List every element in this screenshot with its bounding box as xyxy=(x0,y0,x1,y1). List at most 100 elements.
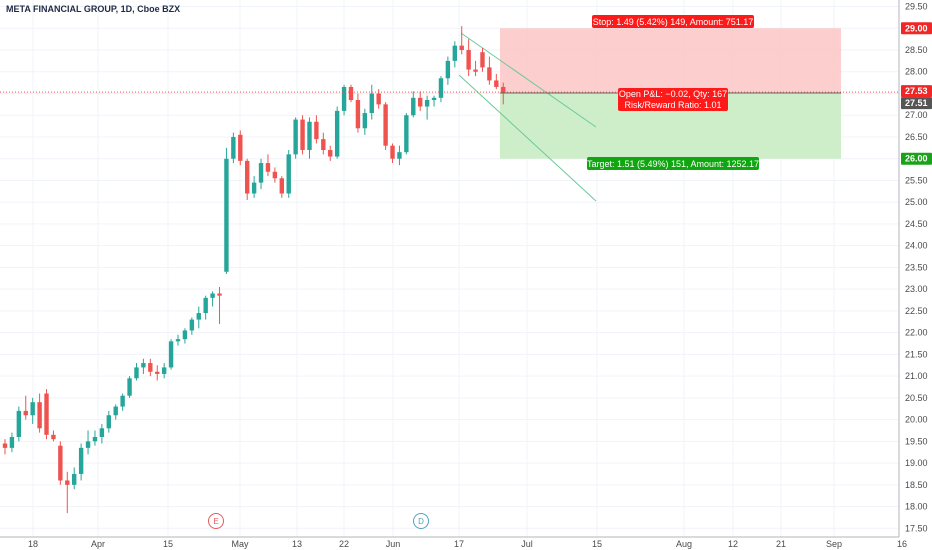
candle xyxy=(307,117,312,159)
time-tick-label[interactable]: 15 xyxy=(592,539,602,549)
time-tick-label[interactable]: Apr xyxy=(91,539,105,549)
candle-body xyxy=(23,410,28,416)
candle-body xyxy=(348,86,354,101)
candle xyxy=(231,132,236,164)
stop-label[interactable]: Stop: 1.49 (5.42%) 149, Amount: 751.17 xyxy=(592,15,754,28)
time-tick-label[interactable]: 12 xyxy=(728,539,738,549)
candle xyxy=(120,393,125,411)
candle xyxy=(321,132,326,155)
time-tick-label[interactable]: Jul xyxy=(521,539,533,549)
candle xyxy=(51,430,56,442)
pnl-label[interactable]: Open P&L: −0.02, Qty: 167 Risk/Reward Ra… xyxy=(618,88,728,111)
time-tick-label[interactable]: Jun xyxy=(386,539,401,549)
candle xyxy=(466,39,471,77)
candle xyxy=(300,115,305,155)
price-tag-box xyxy=(901,85,932,98)
candle xyxy=(445,56,451,85)
candle-body xyxy=(203,297,208,314)
candle xyxy=(58,441,63,485)
candle-body xyxy=(293,119,298,155)
time-tick-label[interactable]: Sep xyxy=(826,539,842,549)
price-tick-label: 19.00 xyxy=(905,458,928,468)
candle xyxy=(369,84,374,120)
candle xyxy=(85,430,91,455)
candle-body xyxy=(134,367,139,379)
channel-line-upper[interactable] xyxy=(460,32,597,128)
candle xyxy=(106,410,111,433)
time-tick-label[interactable]: 16 xyxy=(897,539,907,549)
event-marker-e[interactable]: E xyxy=(208,513,224,529)
candle-body xyxy=(44,393,49,435)
pnl-label-box xyxy=(618,88,728,111)
candle-body xyxy=(106,415,111,429)
candle-body xyxy=(161,367,167,374)
time-tick-label[interactable]: May xyxy=(231,539,249,549)
candle xyxy=(16,406,22,442)
target-label-box xyxy=(587,157,759,170)
candle xyxy=(44,389,49,440)
time-tick-label[interactable]: 13 xyxy=(292,539,302,549)
price-tick-label: 25.50 xyxy=(905,175,928,185)
candle xyxy=(148,358,153,377)
price-tick-label: 27.00 xyxy=(905,110,928,120)
time-tick-label[interactable]: Aug xyxy=(676,539,692,549)
candle-body xyxy=(487,67,492,81)
candle xyxy=(210,291,215,307)
candle-body xyxy=(404,115,409,153)
time-tick-label[interactable]: 15 xyxy=(163,539,173,549)
candle-body xyxy=(37,402,42,429)
time-tick-label[interactable]: 21 xyxy=(776,539,786,549)
candle xyxy=(113,404,118,420)
time-tick-label[interactable]: 18 xyxy=(28,539,38,549)
candle xyxy=(293,117,298,159)
candle-body xyxy=(258,163,264,183)
time-axis-ticks[interactable]: 18 Apr 15 May 13 22 Jun 17 Jul 15 Aug 12 21 Sep 16 xyxy=(28,539,907,549)
candle xyxy=(397,145,402,166)
price-tag-label: 27.51 xyxy=(905,98,928,108)
candle xyxy=(196,306,201,329)
target-label[interactable]: Target: 1.51 (5.49%) 151, Amount: 1252.1… xyxy=(587,157,759,170)
candle-body xyxy=(2,443,8,448)
candle-body xyxy=(445,60,451,79)
candle-body xyxy=(65,480,70,485)
price-tick-label: 21.00 xyxy=(905,371,928,381)
candle xyxy=(424,95,430,120)
candle xyxy=(279,176,284,198)
position-zones[interactable] xyxy=(500,28,841,159)
trend-channel[interactable] xyxy=(458,32,597,202)
stop-zone[interactable] xyxy=(500,28,841,94)
price-tick-label: 19.50 xyxy=(905,436,928,446)
price-tick-label: 18.00 xyxy=(905,502,928,512)
candle-body xyxy=(418,97,423,107)
candle-body xyxy=(369,93,374,114)
price-tick-label: 18.50 xyxy=(905,480,928,490)
price-tag-label: 26.00 xyxy=(905,154,928,164)
price-tick-label: 24.00 xyxy=(905,241,928,251)
candle xyxy=(92,430,98,446)
candle-body xyxy=(286,154,291,194)
time-tick-label[interactable]: 17 xyxy=(454,539,464,549)
candle-body xyxy=(196,313,201,320)
candle xyxy=(355,93,361,133)
candle xyxy=(286,150,291,198)
candle xyxy=(161,363,167,379)
price-tick-label: 28.00 xyxy=(905,67,928,77)
price-tick-label: 24.50 xyxy=(905,219,928,229)
candle-body xyxy=(494,80,499,87)
time-tick-label[interactable]: 22 xyxy=(339,539,349,549)
candle xyxy=(65,471,70,514)
price-tick-label: 20.50 xyxy=(905,393,928,403)
risk-reward-label-text: Risk/Reward Ratio: 1.01 xyxy=(624,100,721,110)
channel-line-lower[interactable] xyxy=(458,74,597,202)
candle-body xyxy=(328,150,333,157)
candle-body xyxy=(334,110,340,157)
candle xyxy=(348,84,354,103)
pnl-label-text: Open P&L: −0.02, Qty: 167 xyxy=(619,89,727,99)
candle xyxy=(78,443,84,481)
price-tag-label: 29.00 xyxy=(905,23,928,33)
candle-body xyxy=(466,50,471,70)
event-marker-d[interactable]: D xyxy=(413,513,429,529)
candle xyxy=(404,113,409,155)
